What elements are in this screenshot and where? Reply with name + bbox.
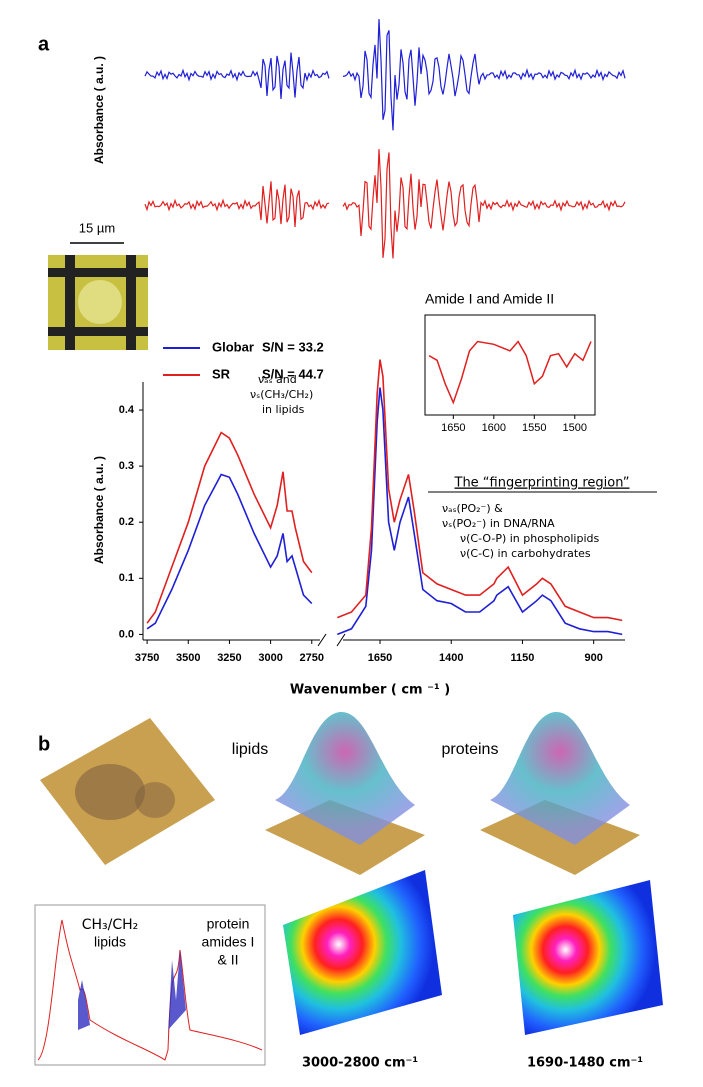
region-note: νₛ(PO₂⁻) in DNA/RNA — [442, 517, 555, 530]
range-label: 1690-1480 cm⁻¹ — [527, 1056, 643, 1071]
band-label: amides I — [202, 934, 255, 950]
band-label: CH₃/CH₂ — [82, 917, 139, 933]
y-tick-label: 0.2 — [119, 516, 134, 528]
inset-line — [429, 342, 591, 403]
y-tick-label: 0.3 — [119, 460, 134, 472]
decorative-trace — [145, 181, 329, 227]
y-axis-label: Absorbance ( a.u. ) — [92, 456, 106, 564]
legend-label: Globar — [212, 339, 254, 354]
region-note: ν(C-C) in carbohydrates — [460, 547, 591, 560]
region-note: ν(C-O-P) in phospholipids — [460, 532, 600, 545]
x-tick-label: 1400 — [439, 652, 463, 664]
map-title: proteins — [442, 741, 499, 758]
x-tick-label: 3500 — [176, 652, 200, 664]
x-tick-label: 1650 — [368, 652, 392, 664]
sample-image — [40, 718, 215, 865]
annotation: νₛ(CH₃/CH₂) — [250, 388, 313, 401]
range-label: 3000-2800 cm⁻¹ — [302, 1056, 418, 1071]
surface-plot — [265, 712, 640, 875]
map-title: lipids — [232, 741, 268, 758]
band-label: & II — [217, 952, 238, 968]
x-tick-label: 1650 — [441, 422, 465, 434]
region-title: The “fingerprinting region” — [454, 476, 630, 491]
x-tick-label: 1550 — [522, 422, 546, 434]
region-annotation: The “fingerprinting region” νₐₛ(PO₂⁻) & … — [428, 476, 657, 561]
y-tick-label: 0.4 — [119, 404, 135, 416]
x-tick-label: 1150 — [511, 652, 535, 664]
region-note: νₐₛ(PO₂⁻) & — [442, 502, 503, 515]
x-tick-label: 1500 — [563, 422, 587, 434]
decorative-trace — [343, 19, 625, 130]
x-axis-label: Wavenumber ( cm ⁻¹ ) — [290, 683, 450, 698]
y-tick-label: 0.1 — [119, 572, 134, 584]
inset-title: Amide I and Amide II — [425, 291, 554, 307]
x-tick-label: 3750 — [135, 652, 159, 664]
mini-spectrum: CH₃/CH₂ lipids protein amides I & II — [35, 905, 265, 1065]
legend-snr: S/N = 44.7 — [262, 366, 324, 381]
spectrum-line — [147, 475, 312, 629]
inset-frame — [425, 315, 595, 415]
y-axis-label: Absorbance ( a.u. ) — [92, 56, 106, 164]
micrograph — [48, 255, 148, 350]
legend-snr: S/N = 33.2 — [262, 339, 324, 354]
panel-label: a — [38, 33, 50, 55]
panel-label: b — [38, 733, 50, 755]
heat-map — [283, 870, 663, 1035]
decorative-trace — [343, 149, 625, 258]
decorative-trace — [145, 53, 329, 99]
legend-label: SR — [212, 366, 231, 381]
x-tick-label: 3250 — [217, 652, 241, 664]
annotation: in lipids — [262, 403, 305, 416]
x-tick-label: 900 — [584, 652, 602, 664]
x-tick-label: 3000 — [258, 652, 282, 664]
scale-bar-label: 15 µm — [79, 220, 115, 235]
band-label: protein — [207, 916, 250, 932]
axis-break — [318, 634, 345, 646]
y-tick-label: 0.0 — [119, 628, 134, 640]
x-tick-label: 2750 — [300, 652, 324, 664]
spectrum-line — [147, 433, 312, 624]
figure: a b Absorbance ( a.u. ) Absorbance ( a.u… — [0, 0, 703, 1082]
x-tick-label: 1600 — [482, 422, 506, 434]
band-label: lipids — [94, 934, 126, 950]
